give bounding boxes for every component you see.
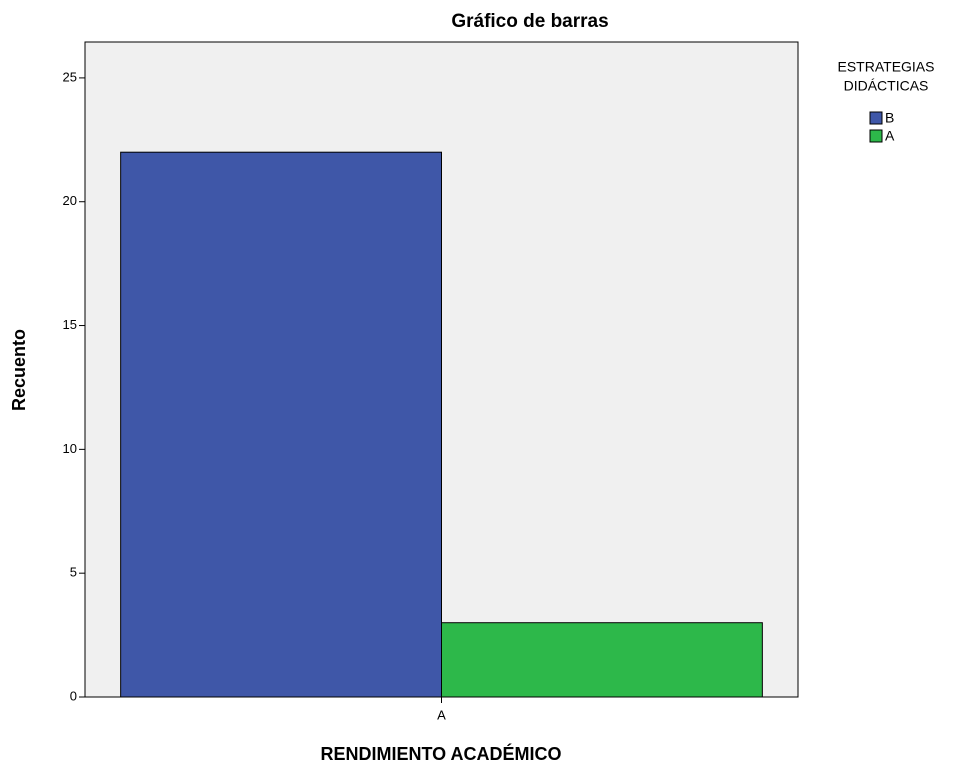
legend-label: B — [885, 110, 894, 126]
y-tick-label: 25 — [63, 69, 77, 84]
legend-swatch — [869, 111, 883, 125]
y-axis-title: Recuento — [9, 329, 29, 411]
y-tick-label: 0 — [70, 688, 77, 703]
y-tick-label: 20 — [63, 193, 77, 208]
y-tick-label: 5 — [70, 565, 77, 580]
y-tick-label: 10 — [63, 441, 77, 456]
legend-title: DIDÁCTICAS — [844, 78, 929, 94]
y-tick-label: 15 — [63, 317, 77, 332]
bar — [441, 622, 763, 698]
x-axis-title: RENDIMIENTO ACADÉMICO — [320, 743, 561, 764]
bar — [120, 151, 443, 698]
chart-title: Gráfico de barras — [451, 11, 608, 32]
x-tick-label: A — [437, 707, 446, 722]
legend-label: A — [885, 128, 895, 144]
legend-swatch — [869, 129, 883, 143]
legend-title: ESTRATEGIAS — [838, 59, 935, 75]
